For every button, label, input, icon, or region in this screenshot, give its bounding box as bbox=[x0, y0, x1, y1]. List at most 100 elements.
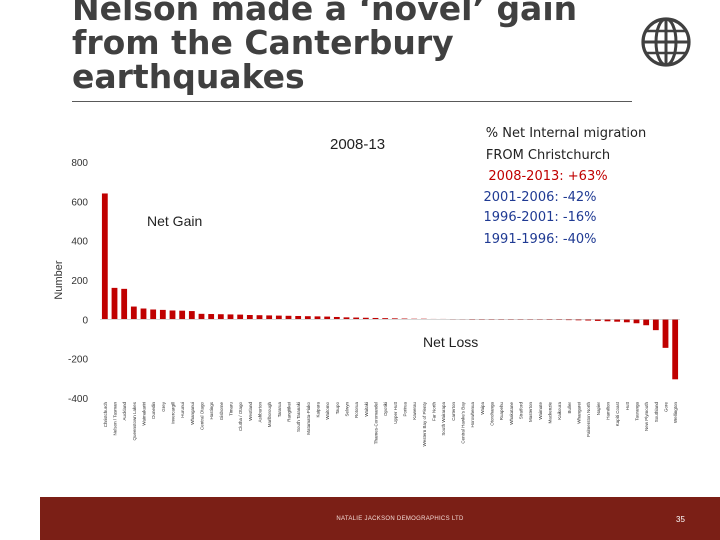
x-tick-label: South Wairarapa bbox=[441, 402, 446, 436]
x-tick-label: South Taranaki bbox=[296, 402, 301, 432]
x-tick-label: Timaru bbox=[229, 402, 234, 416]
x-tick-label: Tauranga bbox=[635, 402, 640, 421]
x-tick-label: Ashburton bbox=[258, 402, 263, 423]
bar bbox=[372, 317, 379, 320]
x-tick-label: Invercargill bbox=[171, 402, 176, 424]
period-1996-2001: 1996-2001: -16% bbox=[484, 210, 597, 225]
slide-title-line-3: earthquakes bbox=[72, 57, 305, 96]
x-tick-label: Opotiki bbox=[383, 402, 388, 416]
bar bbox=[585, 319, 592, 321]
x-tick-label: Palmerston North bbox=[586, 402, 591, 438]
x-tick-label: Kawerau bbox=[412, 402, 417, 420]
x-tick-label: Otorohanga bbox=[490, 402, 495, 426]
x-tick-label: Whanganui bbox=[190, 402, 195, 425]
bar bbox=[575, 319, 582, 321]
bar bbox=[179, 310, 186, 320]
y-tick-label: -400 bbox=[68, 394, 88, 405]
bar bbox=[140, 308, 147, 320]
x-tick-label: Christchurch bbox=[103, 402, 108, 428]
bar bbox=[217, 314, 224, 320]
bar bbox=[188, 311, 195, 320]
x-tick-label: Dunedin bbox=[151, 402, 156, 419]
x-tick-label: Horowhenua bbox=[470, 402, 475, 428]
bar bbox=[314, 316, 321, 320]
x-tick-label: Gisborne bbox=[219, 402, 224, 421]
x-tick-label: Waimate bbox=[538, 402, 543, 420]
x-tick-label: Kapiti Coast bbox=[615, 401, 620, 426]
x-tick-label: Kaikoura bbox=[557, 402, 562, 420]
migration-note: % Net Internal migration FROM Christchur… bbox=[484, 126, 647, 247]
page-number: 35 bbox=[676, 515, 685, 524]
bar bbox=[237, 314, 244, 320]
x-tick-label: Whakatane bbox=[509, 402, 514, 425]
bar bbox=[159, 309, 166, 320]
x-tick-label: Masterton bbox=[528, 402, 533, 423]
x-tick-label: Mackenzie bbox=[548, 402, 553, 424]
x-tick-label: Marlborough bbox=[267, 402, 272, 428]
bar bbox=[285, 315, 292, 320]
x-tick-label: Hastings bbox=[209, 401, 214, 419]
bar bbox=[604, 319, 611, 322]
x-tick-label: Waitaki bbox=[364, 402, 369, 417]
x-tick-label: Wellington bbox=[673, 402, 678, 423]
x-tick-label: Upper Hutt bbox=[393, 401, 398, 424]
y-tick-label: 800 bbox=[71, 158, 88, 169]
bar bbox=[362, 317, 369, 320]
bar bbox=[111, 287, 118, 320]
period-1991-1996: 1991-1996: -40% bbox=[484, 232, 597, 247]
bar bbox=[121, 288, 128, 320]
x-tick-label: Waipa bbox=[480, 402, 485, 415]
bar bbox=[101, 193, 108, 320]
chart-title: 2008-13 bbox=[330, 136, 385, 153]
x-tick-label: Rotorua bbox=[354, 402, 359, 419]
x-tick-label: Taupo bbox=[335, 402, 340, 415]
bar bbox=[169, 310, 176, 320]
footer-bar: NATALIE JACKSON DEMOGRAPHICS LTD 35 bbox=[40, 497, 720, 540]
bar bbox=[382, 318, 389, 320]
x-tick-label: Waitomo bbox=[325, 402, 330, 420]
bar bbox=[643, 319, 650, 326]
bar bbox=[623, 319, 630, 323]
bar bbox=[594, 319, 601, 321]
bar bbox=[353, 317, 360, 320]
bar bbox=[150, 309, 157, 320]
x-tick-label: Rangitikei bbox=[287, 402, 292, 422]
x-tick-label: Central Hawke's Bay bbox=[461, 401, 466, 443]
net-loss-label: Net Loss bbox=[423, 334, 478, 350]
x-tick-label: Auckland bbox=[122, 402, 127, 421]
x-tick-label: Stratford bbox=[519, 402, 524, 420]
x-tick-label: New Plymouth bbox=[644, 402, 649, 432]
bar bbox=[652, 319, 659, 331]
bar bbox=[208, 314, 215, 320]
footer-credit: NATALIE JACKSON DEMOGRAPHICS LTD bbox=[336, 516, 464, 522]
x-tick-label: Hurunui bbox=[180, 402, 185, 418]
bar bbox=[246, 315, 253, 320]
bar bbox=[333, 316, 340, 320]
x-tick-label: Southland bbox=[654, 402, 659, 423]
x-tick-label: Thames-Coromandel bbox=[374, 402, 379, 444]
bar bbox=[304, 316, 311, 320]
y-tick-label: 400 bbox=[71, 237, 88, 248]
x-tick-label: Westland bbox=[248, 402, 253, 421]
bar bbox=[198, 313, 205, 320]
migration-heading-1: % Net Internal migration bbox=[486, 126, 646, 141]
x-tick-label: Grey bbox=[161, 401, 166, 412]
bar bbox=[633, 319, 640, 324]
title-divider bbox=[72, 101, 632, 102]
bar bbox=[266, 315, 273, 320]
y-tick-label: 600 bbox=[71, 197, 88, 208]
x-tick-label: Central Otago bbox=[200, 402, 205, 431]
slide-title-line-1: Nelson made a ‘novel’ gain bbox=[72, 0, 578, 28]
bar bbox=[565, 319, 572, 321]
bar bbox=[614, 319, 621, 322]
bar bbox=[295, 315, 302, 320]
bar bbox=[391, 318, 398, 320]
x-tick-label: Whangarei bbox=[577, 402, 582, 424]
net-gain-label: Net Gain bbox=[147, 213, 202, 229]
x-tick-label: Queenstown Lakes bbox=[132, 401, 137, 440]
x-tick-label: Far North bbox=[432, 402, 437, 422]
bar bbox=[401, 318, 408, 320]
globe-icon bbox=[641, 17, 691, 67]
x-tick-label: Buller bbox=[567, 402, 572, 414]
slide-title: Nelson made a ‘novel’ gain from the Cant… bbox=[72, 0, 632, 94]
